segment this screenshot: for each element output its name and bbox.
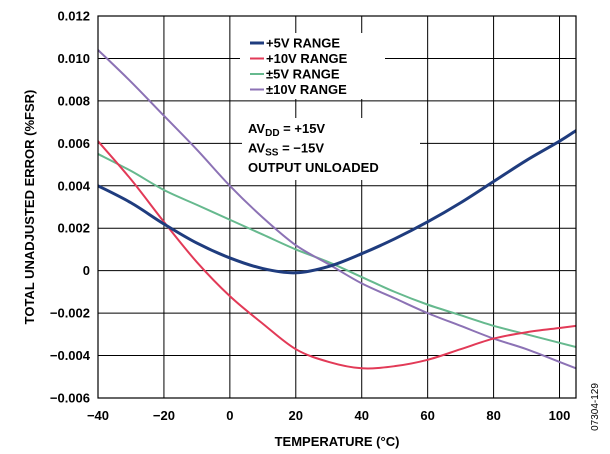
x-tick-label: 40 — [354, 408, 368, 423]
y-tick-label: 0.010 — [57, 51, 90, 66]
x-tick-label: 60 — [420, 408, 434, 423]
annotation-line: AVSS = −15V — [248, 141, 324, 159]
legend-background — [240, 33, 385, 99]
y-tick-label: 0.012 — [57, 9, 90, 24]
y-tick-label: 0.008 — [57, 93, 90, 108]
y-tick-label: 0.006 — [57, 136, 90, 151]
legend-label: ±5V RANGE — [266, 67, 340, 82]
x-tick-label: 20 — [289, 408, 303, 423]
y-tick-label: −0.004 — [50, 348, 91, 363]
series-line-1-5v-range — [98, 129, 576, 275]
x-tick-label: 0 — [226, 408, 233, 423]
figure-id: 07304-129 — [590, 383, 601, 431]
plot-frame — [97, 15, 577, 399]
x-axis-label: TEMPERATURE (°C) — [275, 434, 400, 449]
grid — [98, 16, 576, 398]
series-layer — [98, 48, 576, 370]
annotation-line: AVDD = +15V — [248, 121, 325, 139]
series-line-2-10v-range — [98, 140, 576, 370]
x-tick-labels: −40 −20 0 20 40 60 80 100 — [87, 408, 570, 423]
y-tick-label: −0.006 — [50, 391, 90, 406]
annotation-background — [242, 118, 420, 180]
legend-label: ±10V RANGE — [266, 82, 347, 97]
x-tick-label: −20 — [153, 408, 175, 423]
y-tick-label: 0 — [83, 263, 90, 278]
y-tick-label: −0.002 — [50, 306, 90, 321]
series-line-4-10v-range — [98, 48, 576, 370]
y-tick-label: 0.002 — [57, 221, 90, 236]
series-line-3-5v-range — [98, 152, 576, 349]
legend-label: +10V RANGE — [266, 51, 348, 66]
y-axis-label: TOTAL UNADJUSTED ERROR (%FSR) — [22, 90, 37, 325]
x-tick-label: −40 — [87, 408, 109, 423]
x-tick-label: 100 — [549, 408, 571, 423]
y-tick-labels: 0.012 0.010 0.008 0.006 0.004 0.002 0 −0.002 −0.… — [50, 9, 91, 406]
legend-label: +5V RANGE — [266, 36, 340, 51]
annotation-line: OUTPUT UNLOADED — [248, 160, 379, 175]
y-tick-label: 0.004 — [57, 178, 90, 193]
x-tick-label: 80 — [486, 408, 500, 423]
legend: +5V RANGE+10V RANGE±5V RANGE±10V RANGE — [240, 33, 385, 99]
